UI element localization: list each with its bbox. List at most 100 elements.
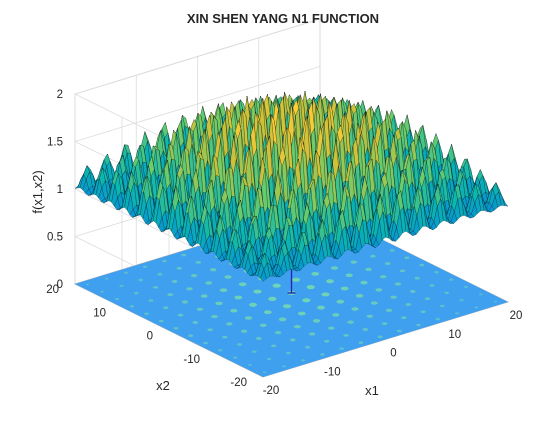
contour-spot	[397, 330, 402, 333]
contour-spot	[356, 294, 363, 298]
contour-spot	[157, 273, 162, 276]
contour-spot	[263, 371, 266, 373]
contour-spot	[159, 320, 164, 323]
contour-spot	[193, 321, 199, 324]
contour-spot	[268, 297, 276, 301]
contour-spot	[256, 337, 262, 340]
contour-spot	[430, 284, 435, 287]
contour-spot	[301, 359, 305, 361]
contour-spot	[317, 306, 325, 310]
contour-spot	[222, 336, 227, 339]
contour-spot	[167, 293, 173, 296]
contour-spot	[134, 292, 139, 294]
contour-spot	[494, 301, 497, 303]
contour-spot	[385, 262, 391, 265]
contour-spot	[298, 312, 306, 316]
contour-spot	[290, 338, 296, 341]
contour-spot	[351, 261, 357, 264]
contour-spot	[371, 301, 378, 304]
contour-spot	[174, 327, 179, 330]
contour-spot	[207, 328, 213, 331]
contour-spot	[273, 284, 281, 288]
contour-spot	[419, 264, 424, 267]
contour-spot	[445, 292, 450, 294]
contour-spot	[367, 315, 373, 318]
contour-spot	[339, 347, 344, 349]
contour-spot	[328, 327, 334, 330]
contour-spot	[309, 332, 315, 335]
contour-spot	[311, 272, 319, 276]
contour-spot	[365, 268, 372, 271]
contour-spot	[351, 307, 358, 311]
contour-spot	[332, 313, 339, 317]
contour-spot	[205, 281, 212, 284]
contour-spot	[390, 296, 396, 299]
contour-spot	[347, 321, 354, 324]
contour-spot	[405, 256, 410, 259]
contour-spot	[283, 304, 291, 308]
contour-spot	[436, 318, 440, 320]
contour-spot	[359, 341, 364, 344]
contour-spot	[416, 324, 421, 326]
contour-spot	[449, 278, 453, 280]
contour-spot	[375, 288, 382, 291]
contour-spot	[264, 310, 272, 314]
contour-spot	[459, 299, 463, 301]
contour-spot	[115, 298, 119, 300]
contour-spot	[186, 287, 192, 290]
contour-spot	[172, 280, 178, 283]
contour-spot	[421, 311, 426, 314]
contour-spot	[178, 314, 184, 317]
contour-spot	[153, 286, 158, 289]
contour-spot	[211, 315, 218, 318]
contour-spot	[294, 325, 301, 328]
contour-spot	[395, 282, 401, 285]
contour-spot	[336, 300, 344, 304]
contour-spot	[320, 353, 324, 355]
contour-spot	[321, 292, 329, 296]
contour-spot	[307, 285, 315, 289]
contour-spot	[196, 261, 202, 264]
contour-spot	[210, 268, 216, 271]
contour-spot	[252, 351, 257, 353]
contour-spot	[245, 316, 252, 320]
contour-spot	[434, 271, 439, 273]
contour-spot	[267, 358, 271, 360]
contour-spot	[248, 364, 252, 366]
contour-spot	[119, 285, 123, 287]
contour-spot	[475, 306, 479, 308]
contour-spot	[410, 290, 416, 293]
contour-spot	[360, 281, 367, 285]
contour-spot	[282, 365, 286, 367]
contour-spot	[241, 330, 247, 333]
contour-spot	[324, 340, 329, 343]
contour-spot	[203, 342, 208, 344]
contour-spot	[260, 324, 267, 327]
contour-spot	[143, 266, 147, 268]
contour-spot	[224, 275, 231, 279]
contour-spot	[201, 294, 208, 297]
contour-spot	[313, 319, 320, 323]
contour-spot	[292, 278, 300, 282]
contour-spot	[406, 303, 412, 306]
contour-spot	[220, 288, 227, 292]
contour-spot	[370, 255, 376, 258]
contour-spot	[149, 299, 154, 302]
contour-spot	[181, 254, 186, 257]
contour-spot	[302, 298, 310, 302]
contour-spot	[479, 293, 483, 295]
contour-spot	[239, 282, 247, 286]
contour-spot	[378, 336, 383, 339]
contour-spot	[138, 279, 143, 281]
contour-spot	[182, 300, 188, 303]
contour-spot	[279, 318, 286, 322]
contour-spot	[163, 306, 168, 309]
contour-spot	[86, 284, 89, 286]
contour-spot	[197, 308, 203, 311]
contour-spot	[440, 305, 445, 307]
contour-spot	[144, 313, 149, 315]
contour-spot	[415, 277, 420, 280]
contour-spot	[401, 316, 406, 319]
contour-spot	[363, 328, 369, 331]
